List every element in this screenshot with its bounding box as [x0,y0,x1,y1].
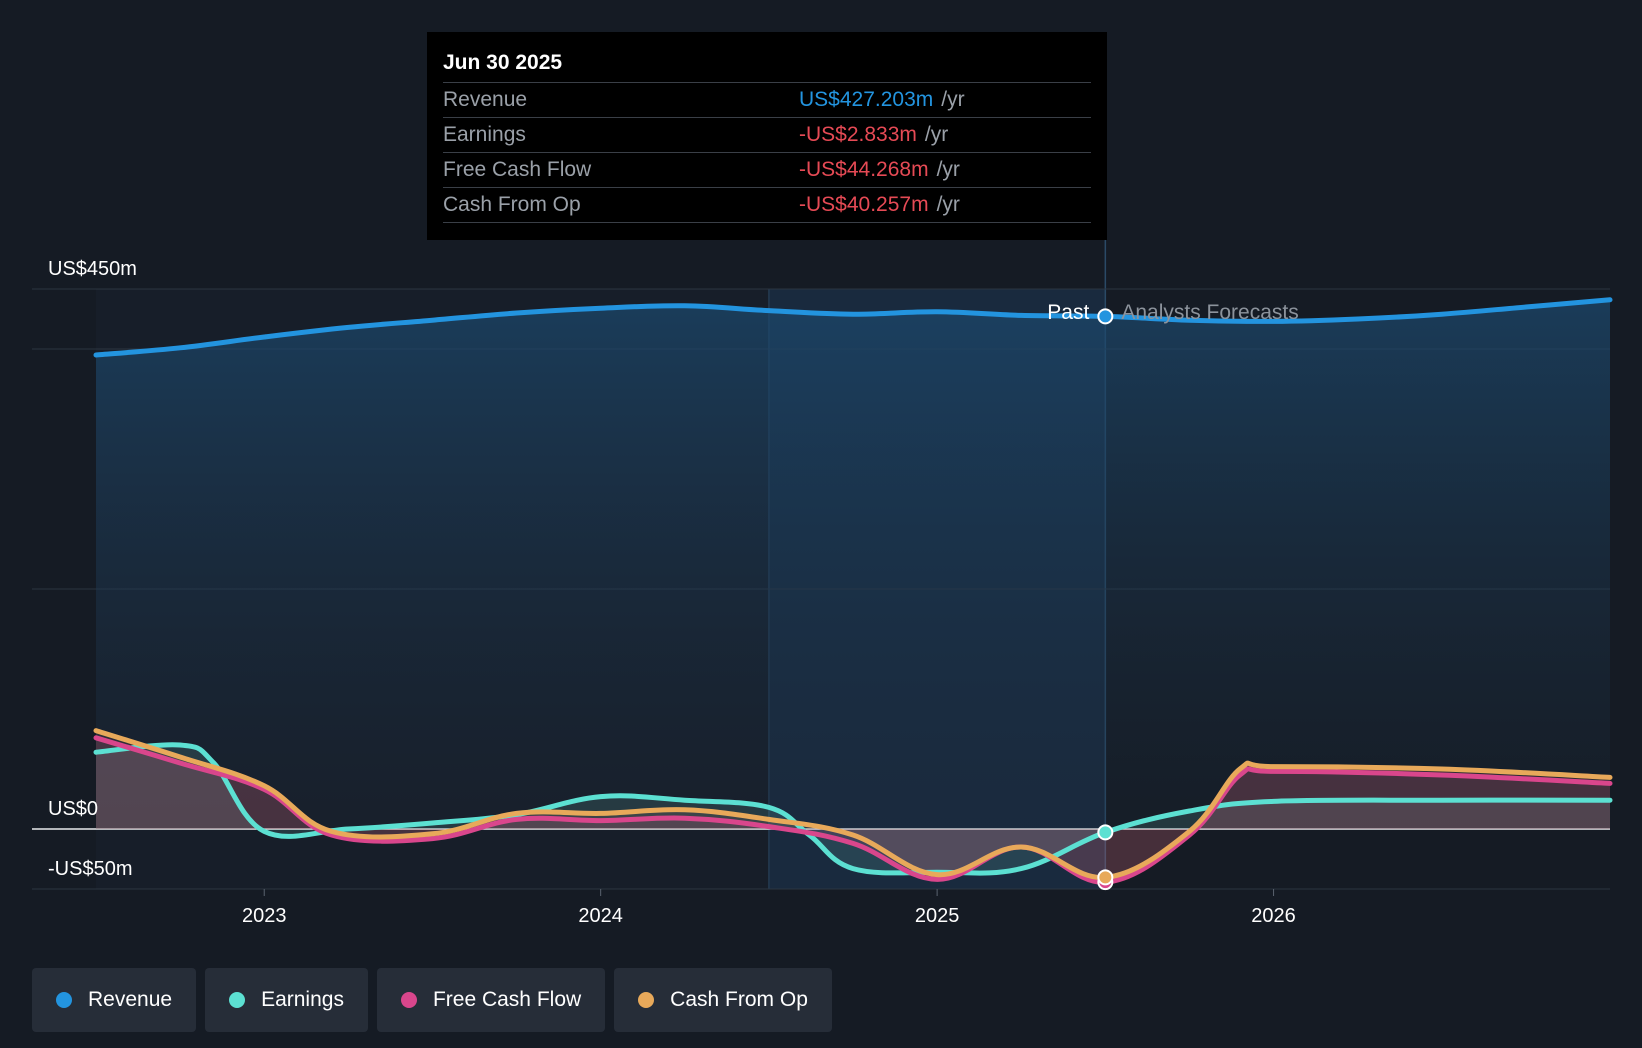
tooltip-row-revenue: Revenue US$427.203m /yr [443,83,1091,118]
axis-labels: US$450m US$0 -US$50m 2023 2024 2025 2026 Past An… [48,258,1299,927]
legend-item-earnings[interactable]: Earnings [205,968,368,1032]
legend-dot-icon [638,992,655,1008]
tooltip-value: -US$2.833m [799,123,917,146]
tooltip-unit: /yr [924,123,949,146]
marker-earnings [1097,824,1114,841]
series-areas [96,299,1610,883]
legend-dot-icon [229,992,246,1008]
legend-item-free-cash-flow[interactable]: Free Cash Flow [376,968,606,1032]
tooltip-value: -US$44.268m [799,158,929,181]
y-tick-label: US$450m [48,258,137,280]
legend-item-cash-from-op[interactable]: Cash From Op [614,968,832,1032]
y-tick-label: US$0 [48,798,98,820]
tooltip-unit: /yr [936,193,960,216]
legend-dot-icon [400,992,417,1008]
legend-label: Free Cash Flow [432,988,582,1011]
area-free-cash-flow [96,737,1610,883]
line-revenue [93,297,1613,358]
tooltip-unit: /yr [941,88,965,111]
past-label: Past [1047,301,1089,324]
marker-cash-from-op [1097,869,1114,886]
tooltip-unit: /yr [936,158,960,181]
point-markers [1097,308,1114,891]
tooltip-label: Free Cash Flow [443,158,592,181]
tooltip-value: US$427.203m [799,88,934,111]
tooltip-row-earnings: Earnings -US$2.833m /yr [443,118,1091,153]
line-free-cash-flow [93,735,1613,885]
series-lines [93,297,1613,885]
tooltip-label: Earnings [443,123,526,146]
tooltip-value: -US$40.257m [799,193,929,216]
tooltip-date: Jun 30 2025 [443,44,1091,83]
forecast-label: Analysts Forecasts [1121,301,1298,324]
line-earnings [93,742,1613,876]
legend-label: Earnings [261,988,344,1011]
tooltip-row-free-cash-flow: Free Cash Flow -US$44.268m /yr [443,153,1091,188]
revenue-area [96,299,1610,829]
x-tick-label: 2024 [578,905,623,927]
legend-item-revenue[interactable]: Revenue [32,968,197,1032]
area-earnings [96,744,1610,874]
x-tick-label: 2026 [1251,905,1296,927]
area-cash-from-op [96,730,1610,878]
legend-label: Revenue [88,988,173,1011]
chart-legend: Revenue Earnings Free Cash Flow Cash Fro… [32,968,832,1032]
line-cash-from-op [93,728,1613,880]
tooltip-label: Revenue [443,88,528,111]
x-tick-label: 2023 [242,905,287,927]
x-tick-label: 2025 [915,905,960,927]
legend-dot-icon [56,992,72,1008]
marker-revenue [1097,308,1114,325]
y-tick-label: -US$50m [48,858,132,880]
legend-label: Cash From Op [670,988,808,1011]
tooltip-panel: Jun 30 2025 Revenue US$427.203m /yr Earn… [427,32,1107,240]
tooltip-label: Cash From Op [443,193,581,216]
tooltip-row-cash-from-op: Cash From Op -US$40.257m /yr [443,188,1091,223]
